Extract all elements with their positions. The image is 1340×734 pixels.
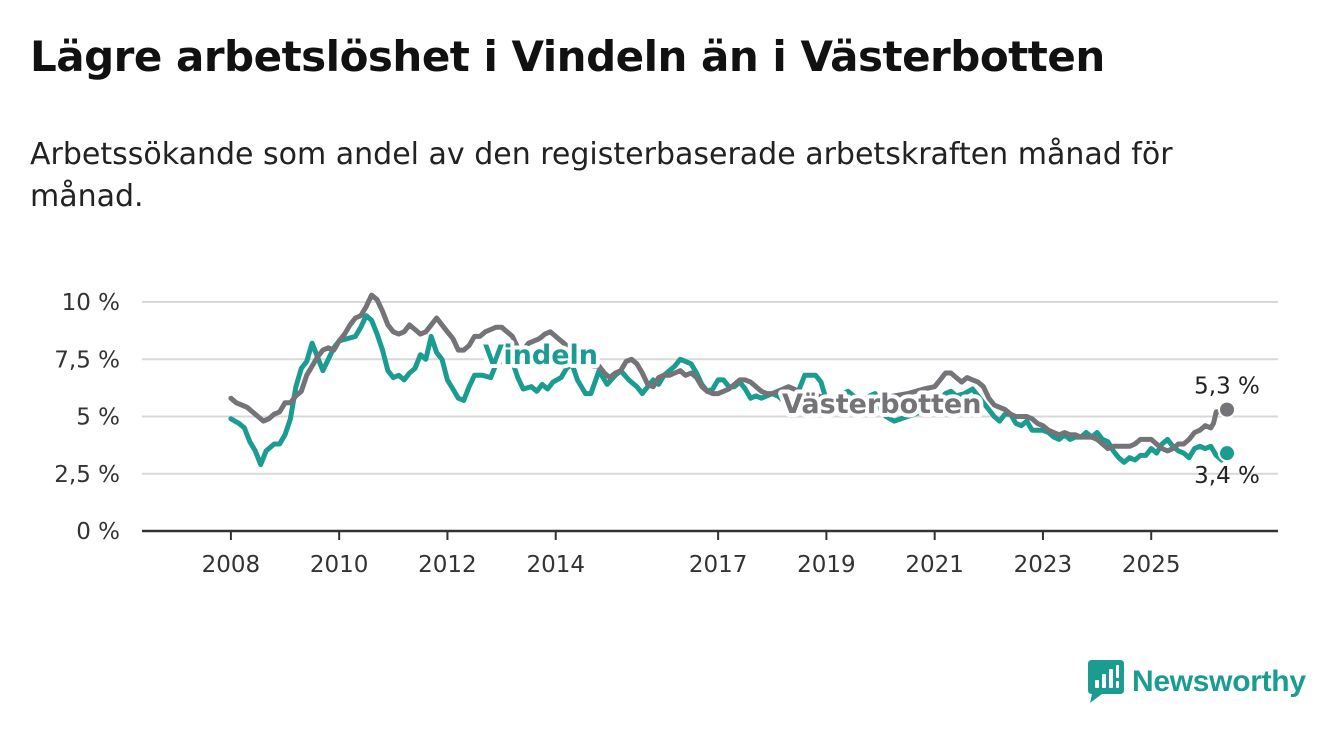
labels: Vindeln Västerbotten 5,3 % 3,4 % xyxy=(479,336,1260,489)
chart-subtitle: Arbetssökande som andel av den registerb… xyxy=(30,137,1173,214)
x-tick-label: 2008 xyxy=(202,552,261,578)
x-tick-label: 2010 xyxy=(310,552,369,578)
series-lines xyxy=(228,292,1230,468)
x-tick-label: 2023 xyxy=(1014,552,1073,578)
gridlines: 0 % 2,5 % 5 % 7,5 % 10 % xyxy=(54,290,1278,545)
x-tick-label: 2021 xyxy=(905,552,964,578)
end-point-marker xyxy=(1218,444,1236,463)
x-tick-label: 2014 xyxy=(526,552,585,578)
y-tick-label: 2,5 % xyxy=(54,462,120,488)
end-value-label: 5,3 % xyxy=(1194,374,1260,400)
x-tick-label: 2025 xyxy=(1122,552,1181,578)
x-axis: 2008 2010 2012 2014 2017 2019 2021 2023 2025 xyxy=(142,529,1278,578)
series-label-vasterbotten: Västerbotten xyxy=(782,389,981,420)
y-tick-label: 0 % xyxy=(76,519,120,545)
y-tick-label: 7,5 % xyxy=(54,347,120,373)
x-tick-label: 2019 xyxy=(797,552,856,578)
series-line-västerbotten xyxy=(228,292,1230,454)
y-tick-label: 10 % xyxy=(62,290,120,316)
newsworthy-logo: Newsworthy xyxy=(1088,660,1306,704)
brand-name: Newsworthy xyxy=(1132,665,1306,698)
y-tick-label: 5 % xyxy=(76,405,120,431)
chart-title: Lägre arbetslöshet i Vindeln än i Väster… xyxy=(30,32,1105,81)
x-tick-label: 2017 xyxy=(689,552,748,578)
end-point-marker xyxy=(1218,400,1236,419)
x-tick-label: 2012 xyxy=(418,552,477,578)
end-value-label: 3,4 % xyxy=(1194,463,1260,489)
series-label-vindeln: Vindeln xyxy=(483,340,598,371)
bar-chart-logo-icon xyxy=(1088,660,1124,703)
